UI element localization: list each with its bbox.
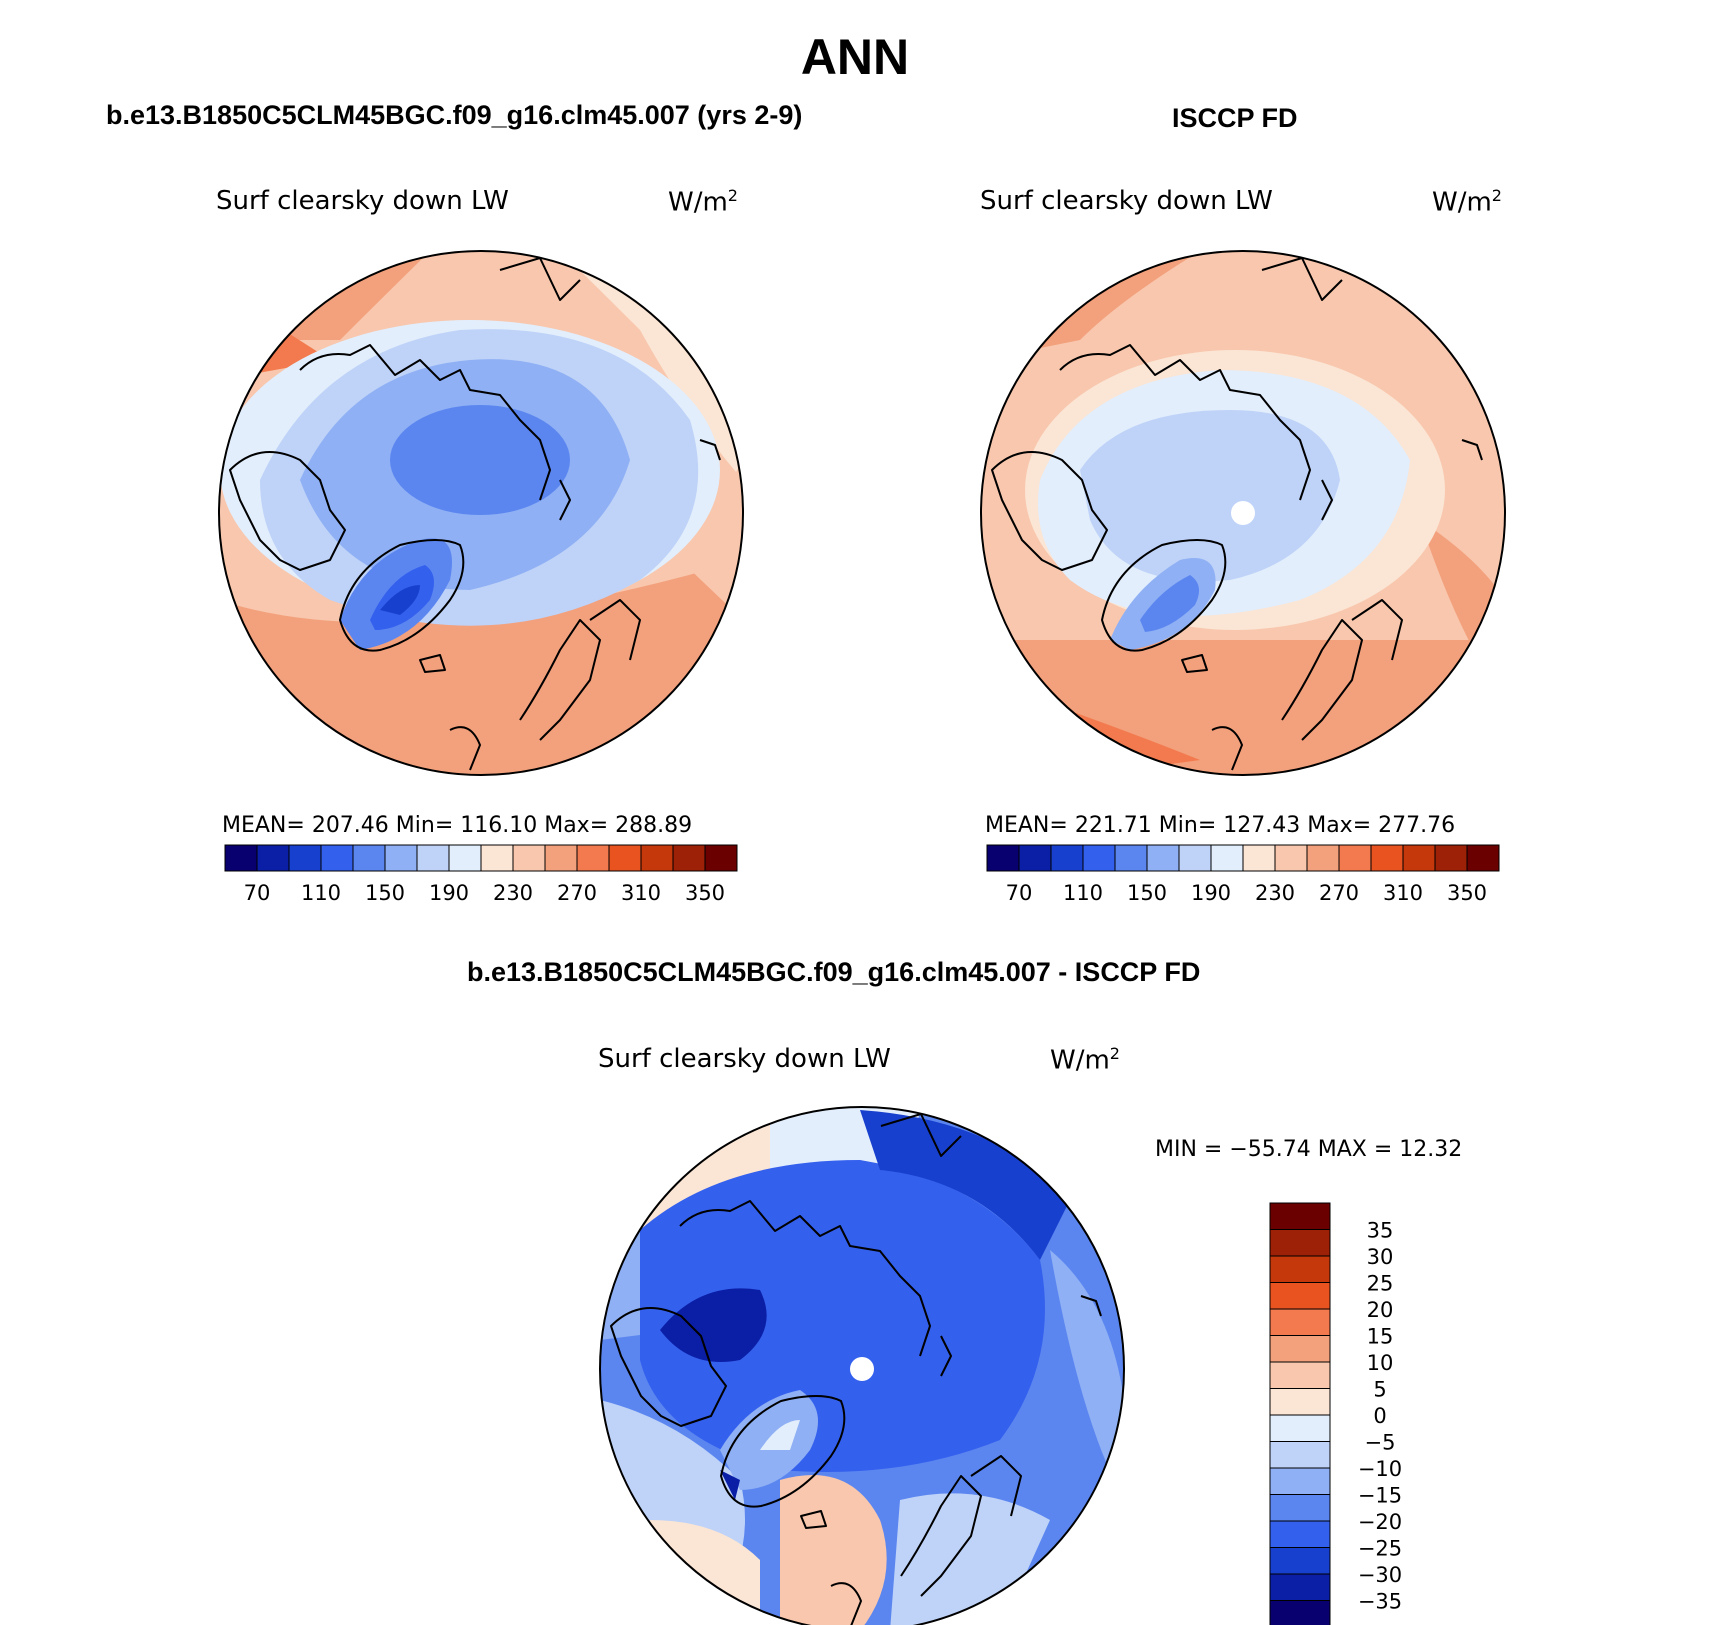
panel1-variable: Surf clearsky down LW — [216, 186, 509, 216]
colorbar-box — [1370, 844, 1404, 872]
map-panel-model — [218, 250, 744, 776]
colorbar-box — [1269, 1282, 1331, 1310]
colorbar-box — [1402, 844, 1436, 872]
colorbar-label: 5 — [1373, 1378, 1386, 1402]
colorbar-box — [448, 844, 482, 872]
colorbar-box — [1018, 844, 1052, 872]
colorbar-box — [1050, 844, 1084, 872]
colorbar-label: 110 — [1063, 881, 1103, 905]
diff-minmax: MIN = −55.74 MAX = 12.32 — [1155, 1137, 1463, 1162]
panel1-stats: MEAN= 207.46 Min= 116.10 Max= 288.89 — [222, 813, 693, 838]
colorbar-label: 270 — [557, 881, 597, 905]
colorbar-box — [1269, 1600, 1331, 1625]
panel1-units: W/m2 — [668, 186, 738, 218]
colorbar-box — [704, 844, 738, 872]
colorbar-box — [1269, 1547, 1331, 1575]
colorbar-label: 350 — [685, 881, 725, 905]
colorbar-box — [288, 844, 322, 872]
diff-units: W/m2 — [1050, 1044, 1120, 1076]
colorbar-label: 150 — [1127, 881, 1167, 905]
colorbar-label: 190 — [429, 881, 469, 905]
colorbar-box — [480, 844, 514, 872]
colorbar-box — [1269, 1414, 1331, 1442]
colorbar-label: 0 — [1373, 1404, 1386, 1428]
map-panel-isccp — [980, 250, 1506, 776]
colorbar-box — [640, 844, 674, 872]
colorbar-label: 70 — [1006, 881, 1033, 905]
colorbar-box — [1434, 844, 1468, 872]
colorbar-box — [544, 844, 578, 872]
colorbar-label: −25 — [1358, 1537, 1402, 1561]
panel2-stats: MEAN= 221.71 Min= 127.43 Max= 277.76 — [985, 813, 1456, 838]
colorbar-label: −10 — [1358, 1457, 1402, 1481]
panel1-case-title: b.e13.B1850C5CLM45BGC.f09_g16.clm45.007 … — [106, 100, 803, 130]
colorbar-box — [608, 844, 642, 872]
colorbar-box — [1306, 844, 1340, 872]
colorbar-box — [672, 844, 706, 872]
colorbar-label: 310 — [621, 881, 661, 905]
colorbar-label: −35 — [1358, 1590, 1402, 1614]
colorbar-label: 30 — [1367, 1245, 1394, 1269]
colorbar-box — [576, 844, 610, 872]
panel2-case-title: ISCCP FD — [1172, 103, 1298, 133]
colorbar-box — [1274, 844, 1308, 872]
colorbar-label: 20 — [1367, 1298, 1394, 1322]
colorbar-model: 70 110 150 190 230 270 310 350 — [224, 844, 738, 905]
colorbar-label: 230 — [1255, 881, 1295, 905]
colorbar-box — [1269, 1467, 1331, 1495]
colorbar-label: 310 — [1383, 881, 1423, 905]
colorbar-label: 10 — [1367, 1351, 1394, 1375]
colorbar-box — [1269, 1520, 1331, 1548]
colorbar-box — [384, 844, 418, 872]
panel2-variable: Surf clearsky down LW — [980, 186, 1273, 216]
colorbar-label: 150 — [365, 881, 405, 905]
colorbar-label: 190 — [1191, 881, 1231, 905]
colorbar-isccp: 70 110 150 190 230 270 310 350 — [986, 844, 1500, 905]
colorbar-box — [1269, 1229, 1331, 1257]
colorbar-box — [416, 844, 450, 872]
colorbar-box — [1338, 844, 1372, 872]
colorbar-box — [1269, 1202, 1331, 1230]
main-title: ANN — [800, 29, 910, 85]
panel2-units: W/m2 — [1432, 186, 1502, 218]
colorbar-box — [1082, 844, 1116, 872]
colorbar-label: 230 — [493, 881, 533, 905]
colorbar-label: 70 — [244, 881, 271, 905]
colorbar-label: −20 — [1358, 1510, 1402, 1534]
colorbar-box — [1269, 1441, 1331, 1469]
colorbar-box — [1269, 1308, 1331, 1336]
colorbar-box — [1114, 844, 1148, 872]
colorbar-box — [1269, 1361, 1331, 1389]
colorbar-box — [1269, 1573, 1331, 1601]
colorbar-box — [1269, 1388, 1331, 1416]
colorbar-box — [1210, 844, 1244, 872]
colorbar-label: 35 — [1367, 1219, 1394, 1243]
colorbar-box — [224, 844, 258, 872]
colorbar-box — [320, 844, 354, 872]
colorbar-label: −15 — [1358, 1484, 1402, 1508]
colorbar-label: −5 — [1365, 1431, 1396, 1455]
colorbar-box — [352, 844, 386, 872]
diff-variable: Surf clearsky down LW — [598, 1044, 891, 1074]
colorbar-box — [1269, 1335, 1331, 1363]
map-panel-difference — [599, 1106, 1125, 1625]
colorbar-box — [1269, 1494, 1331, 1522]
colorbar-label: 25 — [1367, 1272, 1394, 1296]
colorbar-box — [1242, 844, 1276, 872]
colorbar-label: 110 — [301, 881, 341, 905]
colorbar-box — [1178, 844, 1212, 872]
colorbar-label: −30 — [1358, 1563, 1402, 1587]
colorbar-box — [1269, 1255, 1331, 1283]
colorbar-box — [986, 844, 1020, 872]
diff-case-title: b.e13.B1850C5CLM45BGC.f09_g16.clm45.007 … — [467, 957, 1201, 987]
colorbar-box — [1466, 844, 1500, 872]
colorbar-box — [256, 844, 290, 872]
colorbar-label: 350 — [1447, 881, 1487, 905]
colorbar-label: 15 — [1367, 1325, 1394, 1349]
colorbar-box — [1146, 844, 1180, 872]
colorbar-label: 270 — [1319, 881, 1359, 905]
colorbar-box — [512, 844, 546, 872]
